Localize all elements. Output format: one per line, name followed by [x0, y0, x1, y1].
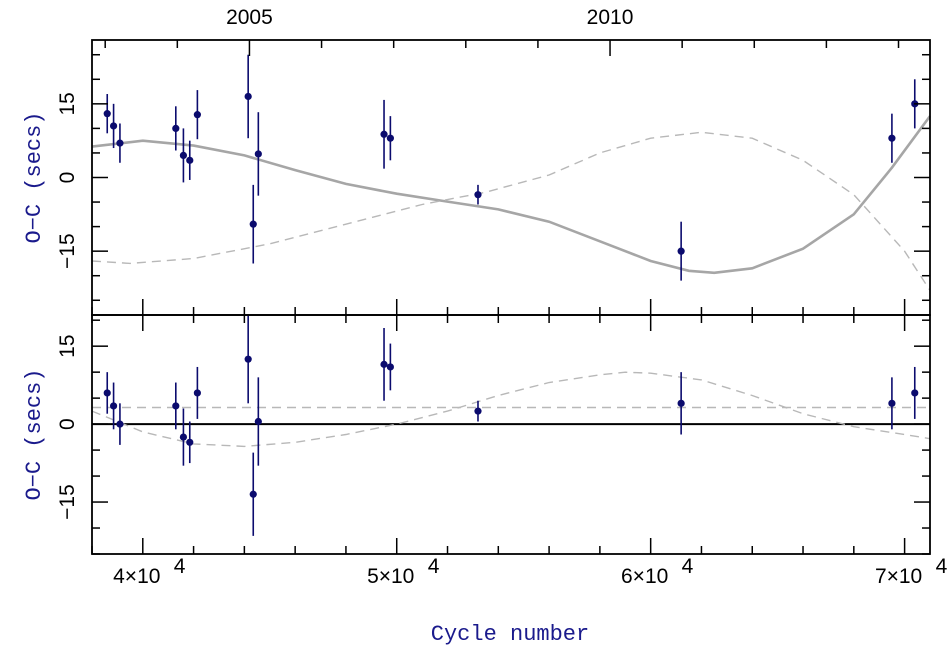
x-tick-label: 4×10 4 [113, 555, 186, 588]
top-data-point [249, 220, 257, 228]
bottom-ytick-label: −15 [56, 484, 79, 520]
x-tick-label-base: 4×10 [113, 565, 160, 588]
bottom-data-point [103, 389, 111, 397]
x-tick-label-base: 6×10 [621, 565, 668, 588]
x-tick-label-exp: 4 [174, 555, 186, 578]
bottom-ytick-label: 15 [56, 334, 79, 357]
x-tick-label-base: 7×10 [875, 565, 922, 588]
top-solid-curve-1 [91, 115, 932, 275]
bottom-data-point [474, 407, 482, 415]
top-data-point [380, 130, 388, 138]
bottom-data-point [244, 355, 252, 363]
x-tick-label-exp: 4 [428, 555, 440, 578]
bottom-data-point [888, 399, 896, 407]
top-data-point [888, 134, 896, 142]
bottom-y-axis-title: O−C (secs) [22, 368, 47, 500]
top-data-point [109, 122, 118, 130]
bottom-data-point [249, 490, 257, 498]
bottom-data-point [109, 402, 118, 410]
bottom-frame [91, 314, 931, 555]
bottom-data-point [116, 420, 124, 428]
top-y-axis-title: O−C (secs) [22, 111, 47, 243]
top-data-point [677, 247, 685, 255]
x-tick-label: 7×10 4 [875, 555, 948, 588]
bottom-ytick-label: 0 [56, 418, 79, 430]
bottom-data-point [911, 389, 919, 397]
x-tick-label: 5×10 4 [367, 555, 440, 588]
bottom-data-point [677, 399, 685, 407]
x-tick-label: 6×10 4 [621, 555, 694, 588]
top-data-point [193, 111, 201, 119]
bottom-data-point [172, 402, 180, 410]
x-tick-label-base: 5×10 [367, 565, 414, 588]
x-tick-label-exp: 4 [682, 555, 694, 578]
top-frame [91, 39, 931, 316]
bottom-data-point [386, 363, 394, 371]
bottom-data-point [193, 389, 201, 397]
bottom-data-point [254, 417, 262, 426]
top-ytick-label: 0 [56, 172, 79, 184]
top-data-point [172, 124, 180, 132]
top-data-point [474, 191, 482, 199]
top-ytick-label: −15 [56, 233, 79, 269]
x-tick-label-exp: 4 [936, 555, 948, 578]
bottom-data-point [380, 360, 388, 368]
top-data-point [244, 92, 252, 101]
top-data-point [116, 139, 124, 147]
top-year-label: 2010 [587, 6, 634, 29]
top-data-point [254, 150, 262, 158]
bottom-data-point [186, 438, 194, 446]
top-panel: 15 0 −15 O−C (secs) 2005 2010 [22, 6, 932, 316]
top-data-point [103, 110, 111, 118]
top-data-point [386, 134, 394, 142]
top-dashed-curve-2 [91, 131, 931, 291]
top-data-point [179, 151, 188, 160]
top-year-label: 2005 [226, 6, 273, 29]
top-data-point [186, 156, 194, 164]
bottom-dashed-curve-2 [91, 371, 931, 448]
bottom-panel: 15 0 −15 O−C (secs) 4×10 4 5×10 4 6×10 4 7×10 4 [22, 314, 948, 588]
bottom-data-point [179, 433, 188, 441]
x-axis-title: Cycle number [431, 622, 589, 647]
top-ytick-label: 15 [56, 92, 79, 115]
